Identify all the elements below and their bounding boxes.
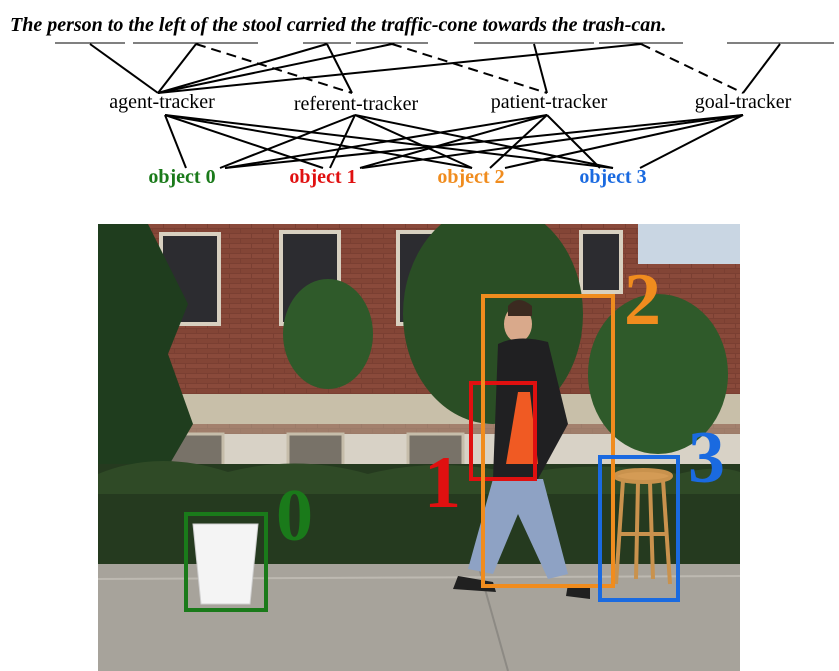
agent-tracker-label: agent-tracker [109,91,215,113]
edge-stool-agent [157,43,328,94]
sentence-prefix: The [10,14,47,36]
edge-goal-obj1 [361,114,744,169]
edge-left-agent [157,43,197,94]
edge-referent-obj2 [354,114,473,169]
object-2-label: object 2 [437,166,504,188]
box-label-3: 3 [688,417,725,499]
sky-patch [638,224,740,264]
edge-stool-referent [326,43,353,94]
edge-patient-obj3 [546,114,601,169]
edge-goal-obj0 [224,114,744,169]
edge-goal-obj2 [504,114,744,169]
object-1-label: object 1 [289,166,356,188]
word-the-1: the [212,14,238,36]
word-person: person [45,14,103,36]
word-the-3: the [552,14,578,36]
video-frame: 0 1 2 3 [98,224,740,671]
sentence: The person to the left of the stool carr… [10,14,666,36]
word-tracker-edges [89,43,781,94]
referent-tracker-label: referent-tracker [294,93,419,115]
edge-patient-obj1 [359,114,548,169]
edge-referent-obj1 [329,114,356,169]
word-traffic-cone: traffic-cone [381,14,477,36]
edge-goal-obj3 [639,114,744,169]
box-object-0 [184,512,268,612]
box-object-2 [481,294,615,588]
edge-cone-patient [533,43,548,94]
box-label-0: 0 [276,475,313,557]
stool [613,468,673,585]
word-to-the-left-of: to the left of [108,14,210,36]
objects: object 0 object 1 object 2 object 3 [148,166,646,188]
edge-carried-patient [391,43,548,94]
word-stool: stool [242,14,282,36]
edge-patient-obj2 [489,114,548,169]
box-label-2: 2 [624,259,661,341]
patient-tracker-label: patient-tracker [491,91,608,113]
object-3-label: object 3 [579,166,646,188]
word-trash-can: trash-can. [582,14,666,36]
edge-trashcan-goal [742,43,781,94]
box-object-3 [598,455,680,602]
tracker-object-edges [164,114,744,169]
edge-towards-agent [157,43,642,94]
trash-can [192,523,259,605]
edge-referent-obj0 [219,114,356,169]
edge-person-agent [89,43,159,94]
word-towards: towards [482,14,547,36]
edge-agent-obj0 [164,114,187,169]
edge-towards-goal [640,43,744,94]
goal-tracker-label: goal-tracker [695,91,792,113]
trackers: agent-tracker referent-tracker patient-t… [109,91,791,115]
object-0-label: object 0 [148,166,215,188]
word-the-2: the [351,14,377,36]
edge-left-referent [195,43,353,94]
sidewalk [98,564,740,671]
box-object-1 [469,381,537,481]
edge-agent-obj1 [164,114,324,169]
box-label-1: 1 [424,442,461,524]
traffic-cone [506,392,538,464]
edge-patient-obj0 [224,114,548,169]
word-carried: carried [287,14,347,36]
